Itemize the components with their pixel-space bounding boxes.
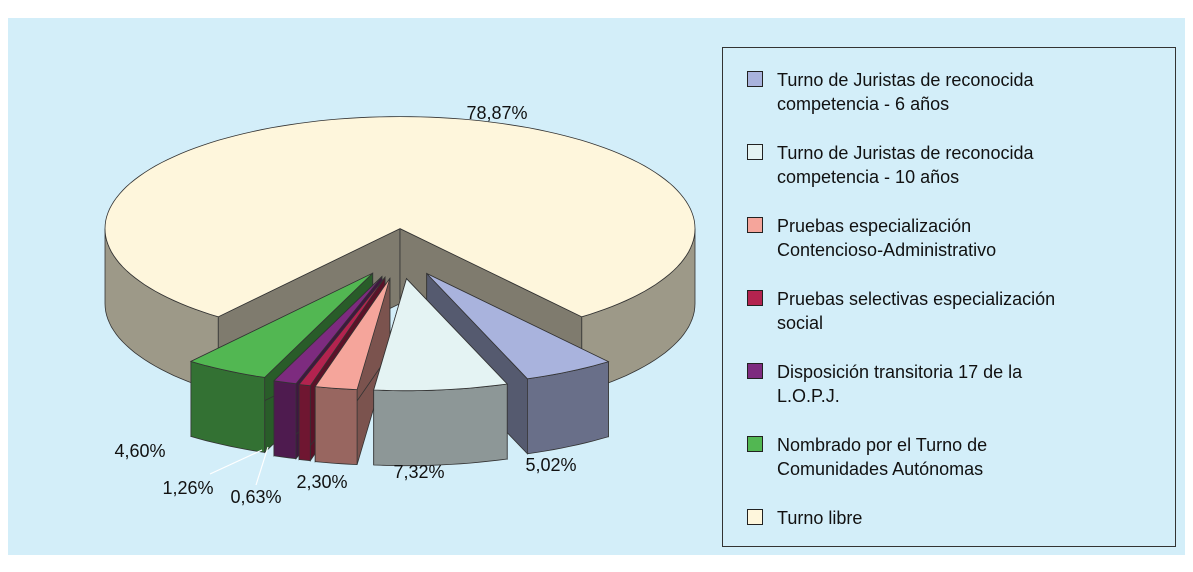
slice-wall: [373, 383, 508, 467]
pie-slice: [373, 277, 509, 467]
legend-swatch: [747, 290, 763, 306]
legend-item: Turno de Juristas de reconocida competen…: [747, 68, 1175, 141]
legend-label: Pruebas especialización Contencioso-Admi…: [777, 216, 997, 260]
slice-top: [298, 277, 386, 387]
data-label: 2,30%: [296, 472, 347, 492]
legend-swatch: [747, 436, 763, 452]
legend-item: Turno de Juristas de reconocida competen…: [747, 141, 1175, 214]
leader-line: [255, 446, 269, 486]
slice-top: [273, 276, 383, 385]
slice-top: [104, 116, 696, 318]
slice-top: [426, 273, 610, 380]
legend-swatch: [747, 71, 763, 87]
data-label: 78,87%: [466, 103, 527, 123]
legend-label: Turno de Juristas de reconocida competen…: [777, 70, 1034, 114]
legend-swatch: [747, 509, 763, 525]
slice-wall: [298, 384, 311, 462]
legend-item: Disposición transitoria 17 de la L.O.P.J…: [747, 360, 1175, 433]
data-label: 4,60%: [114, 441, 165, 461]
data-label: 0,63%: [230, 487, 281, 507]
legend-label: Nombrado por el Turno de Comunidades Aut…: [777, 435, 988, 479]
legend-swatch: [747, 144, 763, 160]
legend-label: Turno de Juristas de reconocida competen…: [777, 143, 1034, 187]
data-label: 1,26%: [162, 478, 213, 498]
slice-top: [189, 272, 373, 378]
slice-top: [314, 278, 391, 391]
legend-item: Pruebas especialización Contencioso-Admi…: [747, 214, 1175, 287]
slice-wall: [273, 380, 297, 460]
legend-item: Turno libre: [747, 506, 1175, 572]
slice-top: [373, 277, 509, 392]
legend: Turno de Juristas de reconocida competen…: [722, 47, 1176, 547]
legend-swatch: [747, 363, 763, 379]
chart: 5,02% 7,32% 2,30% 0,63% 1,26% 4,60% 78,87%: [104, 103, 696, 507]
slice-wall: [314, 386, 358, 466]
pie-slice: [314, 277, 391, 466]
data-label: 5,02%: [525, 455, 576, 475]
legend-label: Turno libre: [777, 508, 863, 528]
legend-swatch: [747, 217, 763, 233]
data-label: 7,32%: [393, 462, 444, 482]
leader-line: [209, 449, 263, 475]
legend-item: Nombrado por el Turno de Comunidades Aut…: [747, 433, 1175, 506]
legend-label: Disposición transitoria 17 de la L.O.P.J…: [777, 362, 1023, 406]
legend-label: Pruebas selectivas especialización socia…: [777, 289, 1056, 333]
legend-item: Pruebas selectivas especialización socia…: [747, 287, 1175, 360]
